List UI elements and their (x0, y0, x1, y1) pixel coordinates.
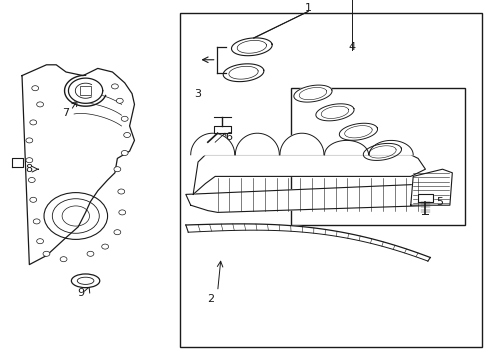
Polygon shape (279, 133, 324, 155)
Circle shape (30, 197, 37, 202)
Circle shape (43, 251, 50, 256)
Circle shape (102, 244, 108, 249)
Polygon shape (410, 169, 451, 205)
Circle shape (118, 189, 124, 194)
Bar (290, 88, 464, 225)
Text: 1: 1 (304, 3, 311, 13)
Polygon shape (193, 155, 425, 194)
Circle shape (26, 158, 33, 163)
Polygon shape (12, 158, 23, 167)
Circle shape (121, 116, 128, 121)
Polygon shape (223, 64, 264, 82)
Circle shape (33, 219, 40, 224)
Polygon shape (231, 38, 272, 56)
Circle shape (123, 132, 130, 138)
Polygon shape (185, 224, 429, 261)
Polygon shape (185, 184, 449, 212)
Polygon shape (339, 123, 377, 140)
Text: 7: 7 (62, 108, 69, 118)
Circle shape (30, 120, 37, 125)
Circle shape (121, 150, 128, 156)
Bar (80, 86, 91, 95)
Circle shape (60, 257, 67, 262)
Polygon shape (22, 65, 134, 265)
Text: 4: 4 (348, 42, 355, 52)
Text: 8: 8 (25, 164, 32, 174)
Polygon shape (68, 78, 102, 103)
Circle shape (111, 84, 118, 89)
Circle shape (114, 167, 121, 172)
Polygon shape (235, 133, 279, 155)
Circle shape (114, 230, 121, 235)
Text: 3: 3 (194, 89, 201, 99)
Polygon shape (368, 140, 412, 155)
Polygon shape (324, 140, 368, 155)
Circle shape (116, 98, 123, 103)
Polygon shape (293, 85, 331, 102)
Bar (180, 13, 481, 347)
Polygon shape (363, 143, 401, 161)
Text: 6: 6 (225, 132, 232, 142)
Polygon shape (213, 126, 231, 133)
Polygon shape (417, 194, 432, 202)
Circle shape (26, 138, 33, 143)
Circle shape (119, 210, 125, 215)
Circle shape (37, 102, 43, 107)
Circle shape (37, 239, 43, 244)
Text: 5: 5 (436, 197, 443, 207)
Polygon shape (190, 133, 234, 155)
Polygon shape (315, 104, 353, 121)
Ellipse shape (71, 274, 100, 288)
Circle shape (32, 86, 39, 91)
Circle shape (28, 177, 35, 183)
Text: 9: 9 (77, 288, 84, 298)
Circle shape (87, 251, 94, 256)
Text: 2: 2 (206, 294, 213, 304)
